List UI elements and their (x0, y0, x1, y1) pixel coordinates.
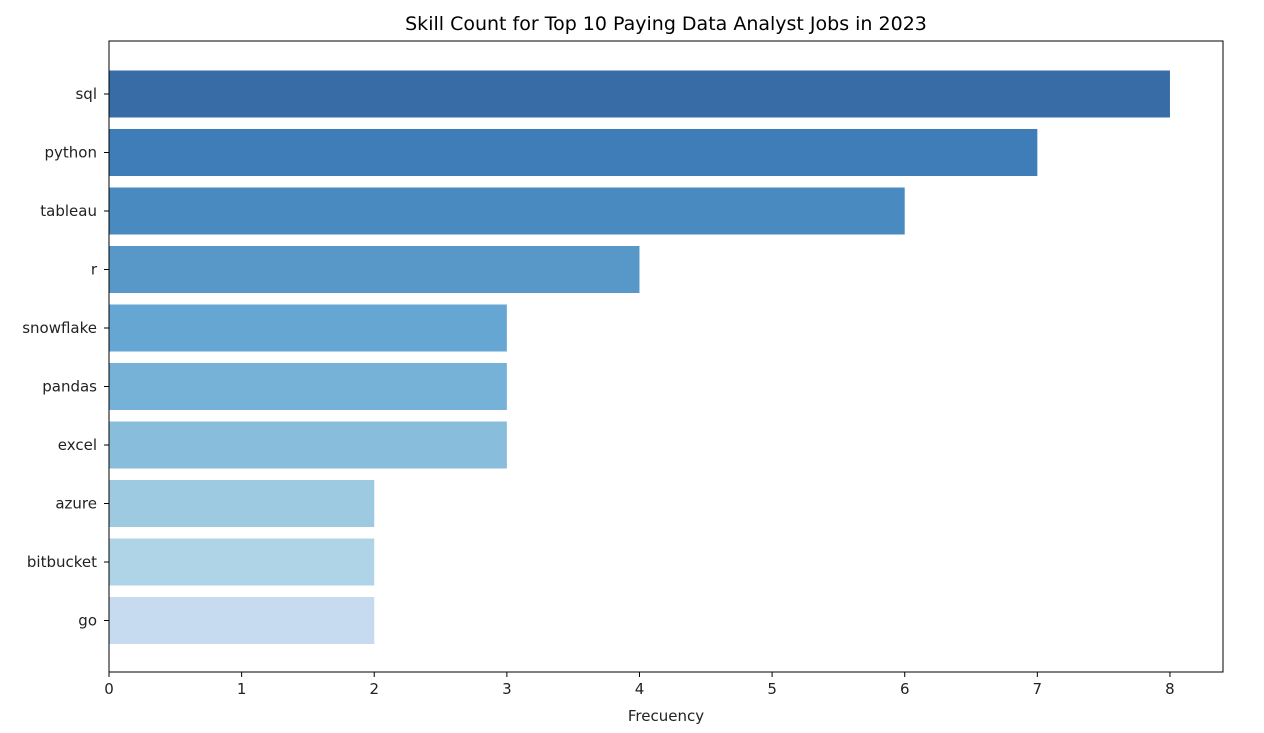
x-tick-label: 5 (767, 680, 777, 698)
x-tick-label: 8 (1165, 680, 1175, 698)
y-tick-label: excel (58, 436, 97, 454)
y-axis-ticks: sql python tableau r snowflake pandas excel azu… (22, 85, 109, 630)
y-tick-label: python (45, 144, 97, 162)
y-tick-label: sql (75, 85, 97, 103)
bar-snowflake (109, 304, 507, 352)
bars-group (109, 70, 1170, 644)
y-tick-label: azure (55, 495, 97, 513)
x-tick-label: 4 (635, 680, 645, 698)
y-tick-label: go (78, 612, 97, 630)
bar-go (109, 597, 375, 644)
y-tick-label: bitbucket (27, 553, 97, 571)
x-axis-ticks: 0 1 2 3 4 5 6 7 8 (104, 672, 1175, 698)
bar-pandas (109, 363, 507, 410)
x-tick-label: 6 (900, 680, 910, 698)
y-tick-label: r (91, 261, 98, 279)
y-tick-label: pandas (42, 378, 97, 396)
x-tick-label: 3 (502, 680, 512, 698)
y-tick-label: tableau (40, 202, 97, 220)
plot-frame (108, 40, 1224, 673)
bar-excel (109, 421, 507, 469)
bar-sql (109, 70, 1170, 118)
y-tick-label: snowflake (22, 319, 97, 337)
bar-azure (109, 480, 375, 527)
bar-tableau (109, 187, 905, 235)
bar-python (109, 129, 1038, 176)
bar-bitbucket (109, 538, 375, 586)
x-tick-label: 2 (369, 680, 379, 698)
bar-r (109, 246, 640, 293)
chart-title: Skill Count for Top 10 Paying Data Analy… (405, 13, 927, 35)
x-tick-label: 1 (237, 680, 247, 698)
x-tick-label: 0 (104, 680, 114, 698)
x-axis-label: Frecuency (628, 707, 704, 725)
x-tick-label: 7 (1033, 680, 1043, 698)
